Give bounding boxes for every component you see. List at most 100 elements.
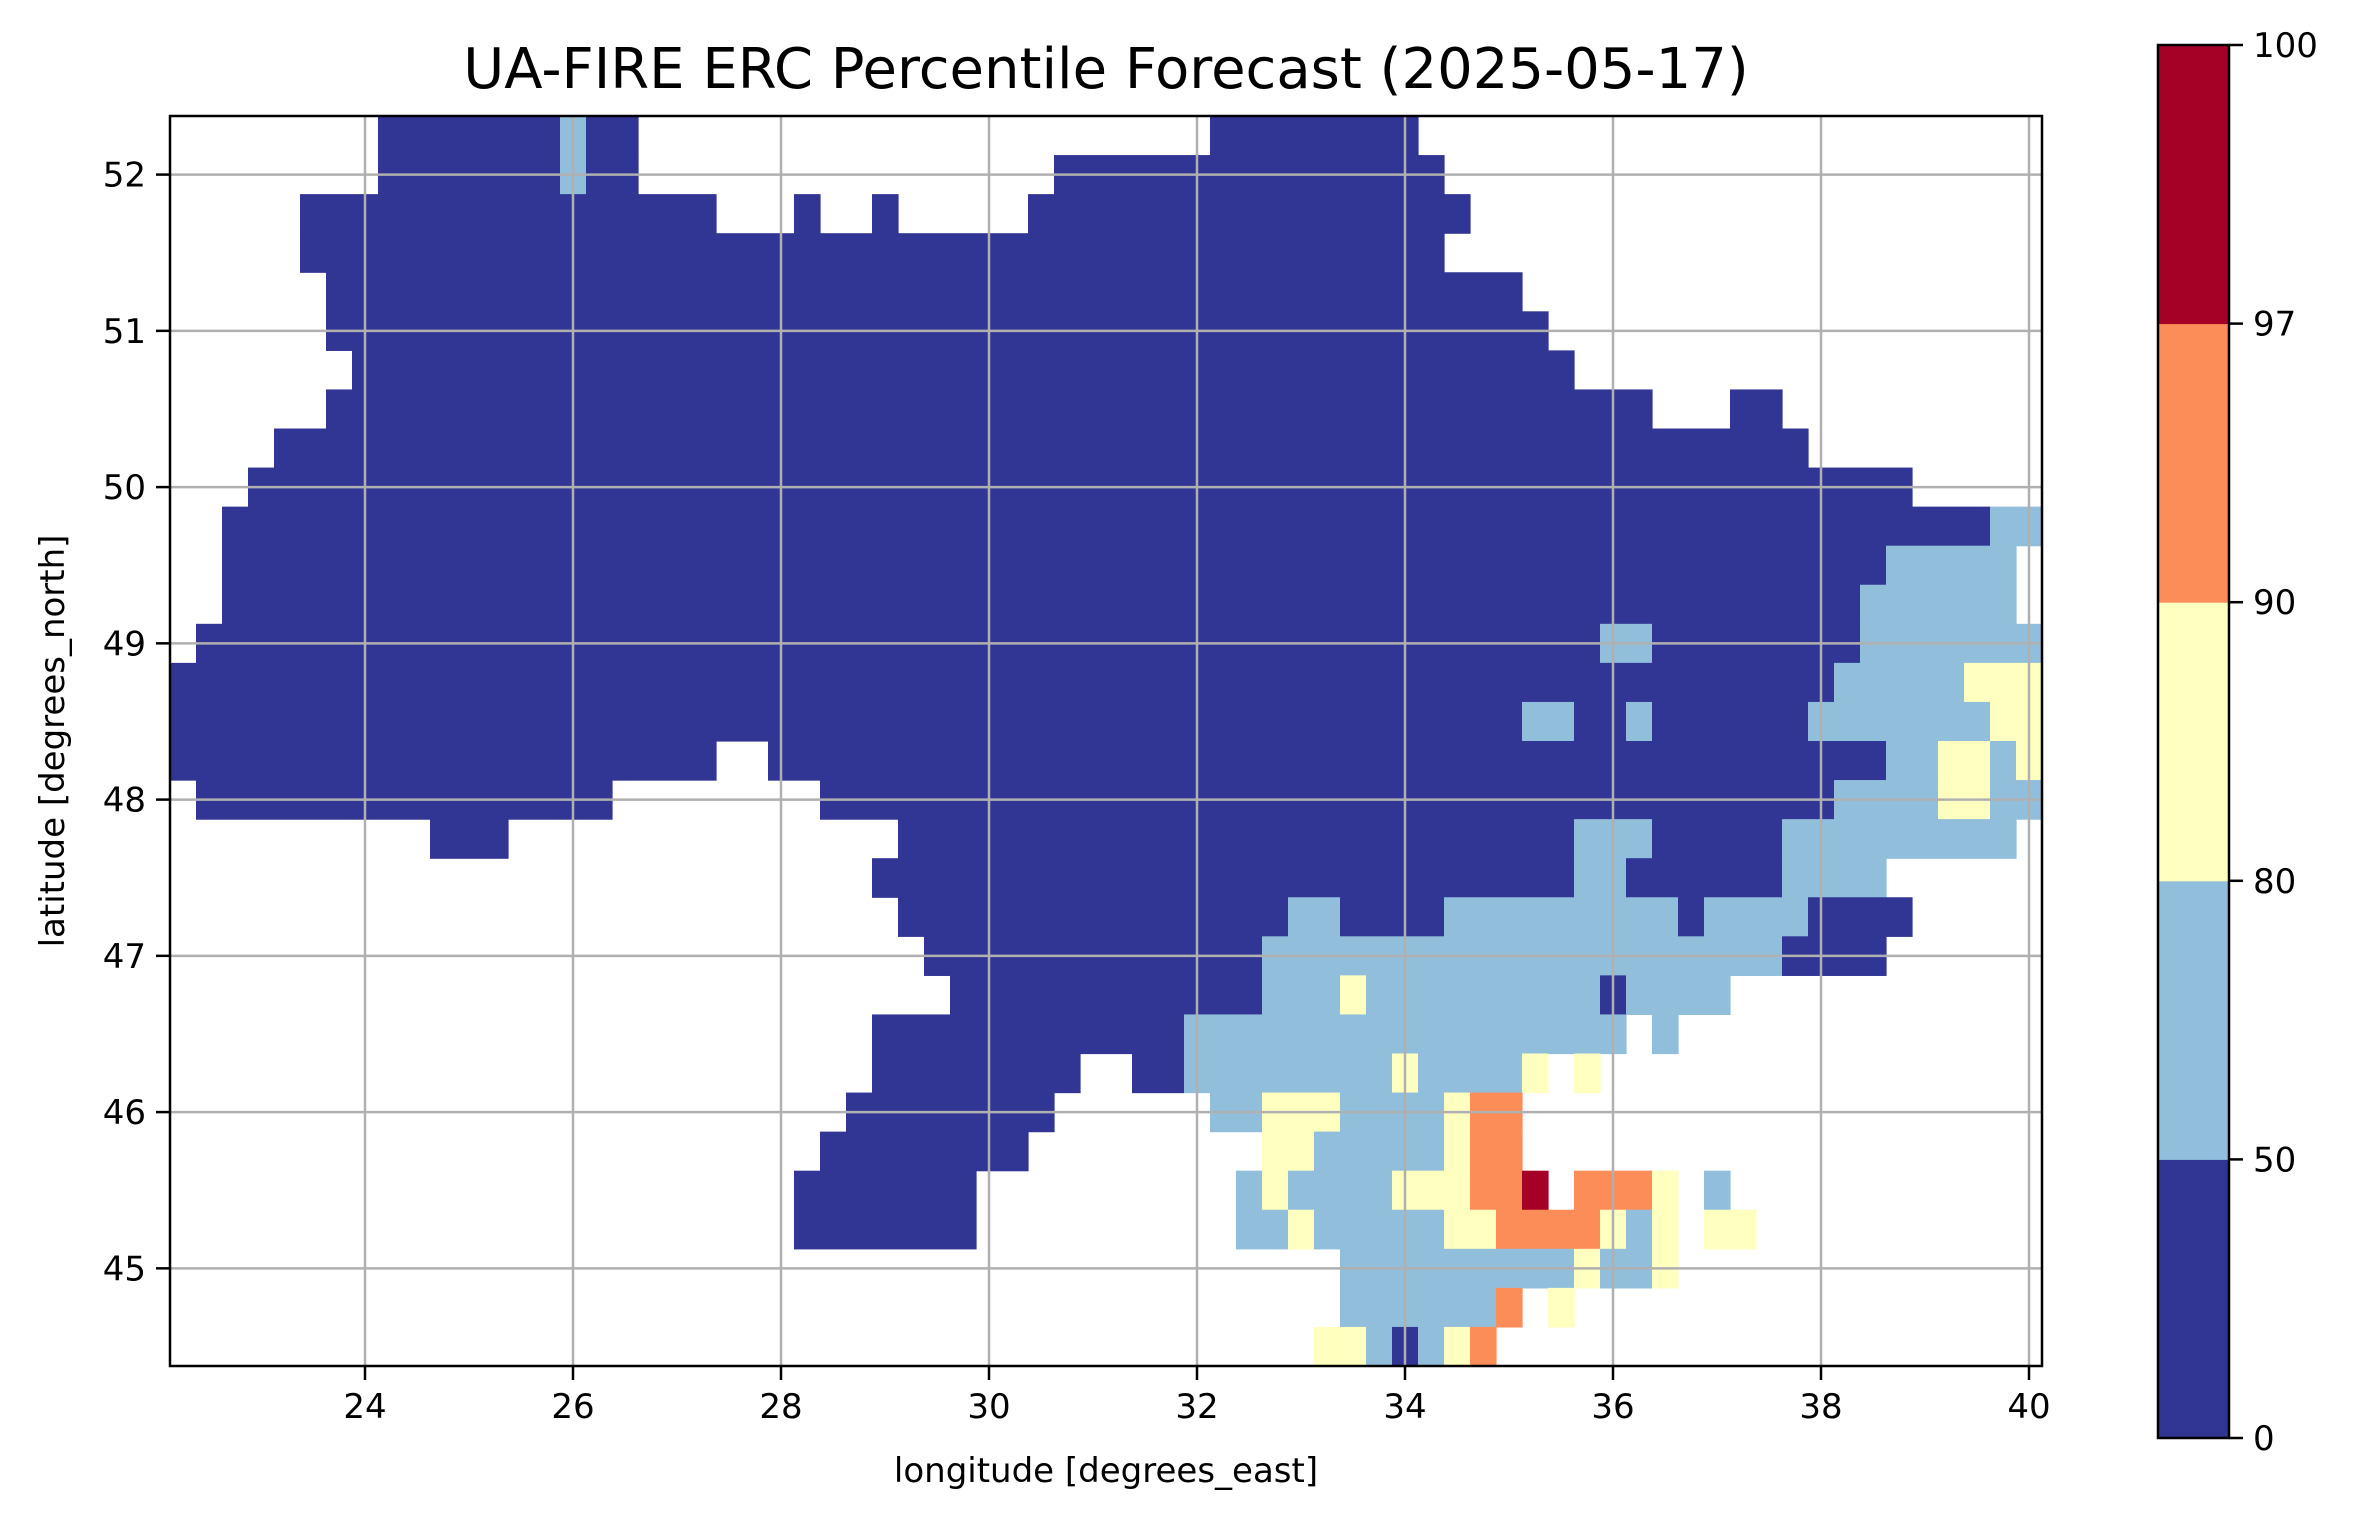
- cell-50-80: [1886, 741, 1939, 781]
- cell-80-90: [1574, 1053, 1601, 1094]
- cell-90-97: [1496, 1287, 1523, 1328]
- colorbar-segment: [2158, 880, 2229, 1160]
- cell-50-80: [1288, 1170, 1393, 1211]
- x-tick-label: 40: [2007, 1387, 2050, 1427]
- cell-50-80: [1574, 858, 1627, 898]
- cell-0-50: [1574, 701, 1627, 742]
- cell-0-50: [274, 428, 1809, 469]
- colorbar-tick-label: 97: [2253, 305, 2296, 345]
- cell-90-97: [1470, 1170, 1523, 1211]
- cell-0-50: [768, 741, 1887, 781]
- cell-80-90: [1444, 1209, 1497, 1250]
- x-tick-label: 26: [551, 1387, 594, 1427]
- colorbar: 0 50 80 90 97 100: [2156, 26, 2318, 1459]
- cell-0-50: [430, 819, 509, 859]
- x-tick-label: 24: [343, 1387, 386, 1427]
- cell-50-80: [1314, 1209, 1445, 1250]
- cell-50-80: [1418, 1326, 1445, 1367]
- cell-80-90: [1444, 1326, 1471, 1367]
- colorbar-tick-label: 100: [2253, 26, 2318, 66]
- cell-80-90: [1288, 1209, 1315, 1250]
- cell-0-50: [170, 701, 1523, 742]
- colorbar-frame: [2156, 43, 2231, 1440]
- colorbar-tick-label: 80: [2253, 862, 2296, 902]
- cell-80-90: [1444, 1131, 1471, 1172]
- cell-0-50: [170, 741, 717, 781]
- cell-80-90: [1262, 1170, 1289, 1211]
- colorbar-tick-label: 50: [2253, 1140, 2296, 1180]
- cell-50-80: [1626, 701, 1653, 742]
- colorbar-segment: [2158, 602, 2229, 882]
- cell-50-80: [1366, 975, 1601, 1016]
- cell-0-50: [586, 116, 639, 156]
- cell-50-80: [1990, 741, 2017, 781]
- cell-80-90: [1652, 1170, 1679, 1211]
- cell-80-90: [1938, 741, 1991, 781]
- cell-0-50: [222, 584, 1861, 625]
- cell-50-80: [1626, 975, 1731, 1016]
- colorbar-tick-label: 0: [2253, 1419, 2275, 1459]
- cell-0-50: [1626, 858, 1783, 898]
- y-axis-label: latitude [degrees_north]: [33, 535, 73, 948]
- cell-0-50: [1210, 116, 1419, 156]
- cell-50-80: [1340, 1287, 1497, 1328]
- cell-90-97: [1496, 1209, 1601, 1250]
- cell-0-50: [950, 975, 1263, 1016]
- cell-50-80: [1990, 506, 2043, 547]
- cell-50-80: [1418, 1053, 1523, 1094]
- cell-0-50: [222, 545, 1887, 586]
- map-cells: [170, 116, 2043, 1367]
- cell-80-90: [1314, 1326, 1367, 1367]
- cell-80-90: [1522, 1053, 1549, 1094]
- cell-80-90: [1990, 701, 2043, 742]
- cell-0-50: [872, 1014, 1185, 1055]
- colorbar-tick-label: 90: [2253, 583, 2296, 623]
- cell-50-80: [1704, 897, 1809, 937]
- x-tick-label: 28: [759, 1387, 802, 1427]
- colorbar-segment: [2158, 1159, 2229, 1439]
- y-tick-label: 50: [103, 468, 146, 508]
- cell-0-50: [1340, 897, 1445, 937]
- cell-50-80: [1834, 662, 1965, 703]
- cell-50-80: [1704, 1170, 1731, 1211]
- cell-80-90: [1652, 1209, 1679, 1250]
- cell-0-50: [1028, 194, 1471, 234]
- y-tick-label: 52: [103, 156, 146, 196]
- cell-90-97: [1470, 1131, 1523, 1172]
- cell-90-97: [1470, 1326, 1497, 1367]
- cell-50-80: [1236, 1170, 1263, 1211]
- x-axis-label: longitude [degrees_east]: [894, 1451, 1318, 1491]
- cell-0-50: [872, 1053, 1081, 1094]
- cell-0-50: [326, 272, 1523, 312]
- x-axis: 24 26 28 30 32 34 36 38 40: [343, 1366, 2051, 1427]
- cell-0-50: [794, 1170, 977, 1211]
- cell-0-50: [820, 1131, 1029, 1172]
- cell-0-50: [872, 194, 899, 234]
- cell-80-90: [1548, 1287, 1575, 1328]
- cell-0-50: [300, 233, 1445, 273]
- cell-80-90: [1262, 1131, 1315, 1172]
- cell-50-80: [1288, 897, 1341, 937]
- cell-97-100: [1522, 1170, 1549, 1211]
- gridlines: [170, 116, 2042, 1366]
- y-tick-label: 48: [103, 781, 146, 821]
- cell-0-50: [352, 350, 1575, 391]
- cell-0-50: [872, 858, 1575, 898]
- colorbar-segment: [2158, 45, 2229, 325]
- cell-50-80: [1184, 1053, 1393, 1094]
- cell-50-80: [1236, 1209, 1289, 1250]
- cell-80-90: [1340, 975, 1367, 1016]
- cell-0-50: [1678, 897, 1705, 937]
- y-axis: 45 46 47 48 49 50 51 52: [103, 156, 170, 1289]
- x-tick-label: 32: [1175, 1387, 1218, 1427]
- y-tick-label: 45: [103, 1249, 146, 1289]
- x-tick-label: 30: [967, 1387, 1010, 1427]
- x-tick-label: 36: [1591, 1387, 1634, 1427]
- y-tick-label: 47: [103, 937, 146, 977]
- y-tick-label: 49: [103, 624, 146, 664]
- cell-50-80: [1782, 858, 1887, 898]
- cell-0-50: [170, 662, 1835, 703]
- cell-0-50: [1808, 897, 1913, 937]
- cell-50-80: [1444, 897, 1679, 937]
